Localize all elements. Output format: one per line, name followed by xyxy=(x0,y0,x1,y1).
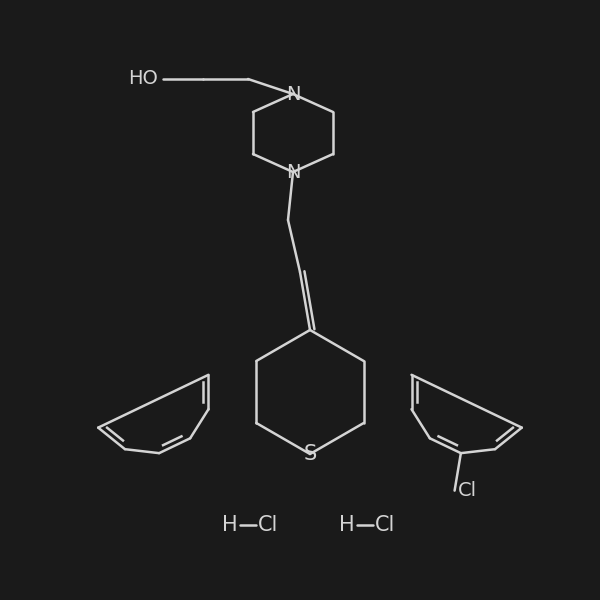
Text: N: N xyxy=(286,85,300,103)
Text: HO: HO xyxy=(128,70,158,88)
Text: Cl: Cl xyxy=(375,515,395,535)
Text: H: H xyxy=(339,515,355,535)
Text: Cl: Cl xyxy=(458,481,477,500)
Text: H: H xyxy=(222,515,238,535)
Text: N: N xyxy=(286,163,300,181)
Text: S: S xyxy=(304,444,317,464)
Text: Cl: Cl xyxy=(258,515,278,535)
